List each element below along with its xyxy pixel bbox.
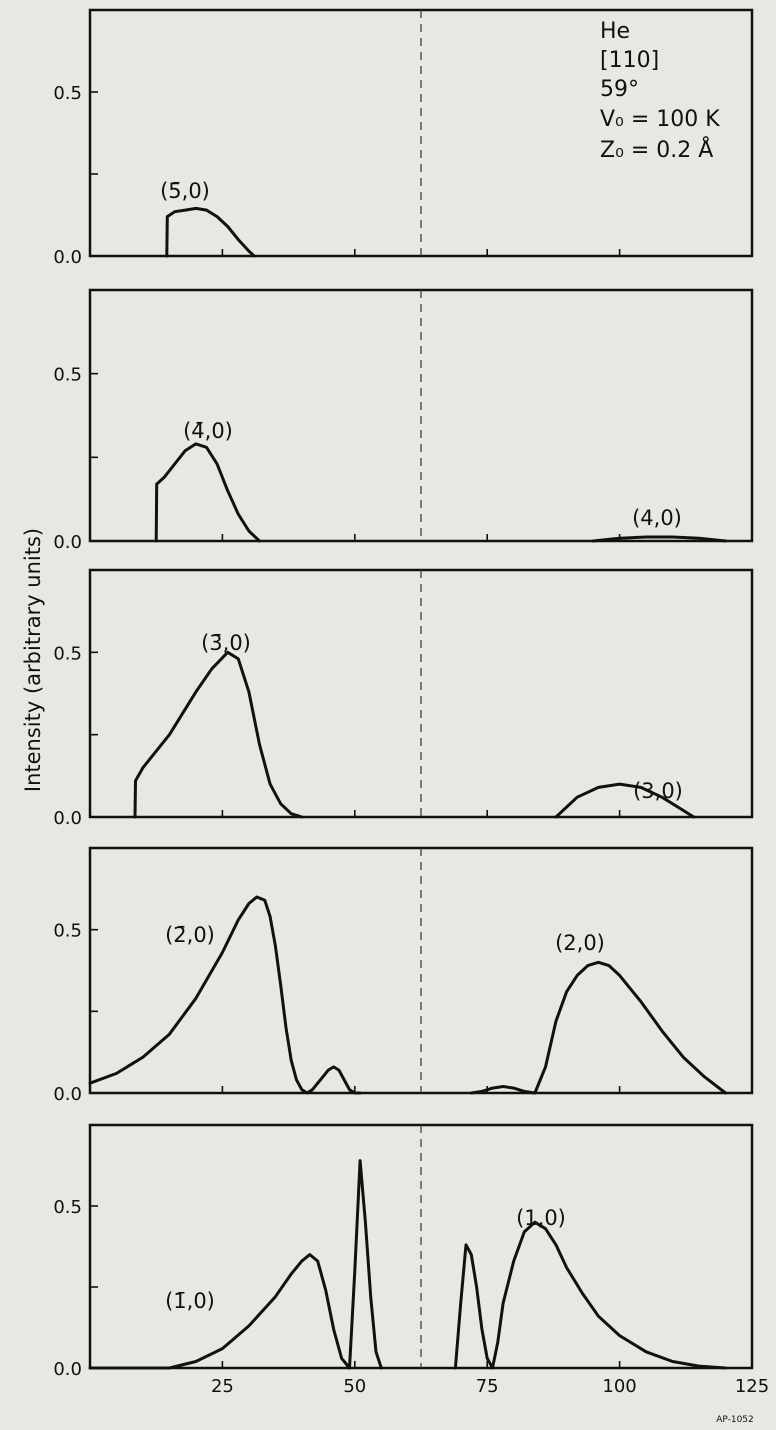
chart-panel-2: 0.5 0.0 (4̄,0) (4,0) [53, 288, 754, 553]
x-tick-label: 75 [476, 1376, 499, 1397]
series-line [133, 650, 304, 819]
y-tick-label: 0.5 [53, 1197, 82, 1218]
series-line [88, 895, 362, 1095]
x-tick-label: 100 [602, 1376, 636, 1397]
series-label: (3̄,0) [201, 631, 251, 655]
y-tick-label: 0.5 [53, 921, 82, 942]
chart-panel-3: 0.5 0.0 (3̄,0) (3,0) [53, 568, 754, 829]
series-line [554, 782, 696, 819]
series-line [88, 1159, 383, 1370]
annotation-line-z0: Z₀ = 0.2 Å [600, 136, 713, 163]
annotation-line-direction: [110] [600, 48, 659, 73]
chart-panels: 0.5 0.0 (5̄,0) 0.5 0.0 (4̄,0) (4,0) 0.5 0.0 (3̄,0… [53, 8, 769, 1397]
series-label: (4,0) [632, 506, 682, 530]
series-label: (4̄,0) [183, 419, 233, 443]
y-tick-label: 0.5 [53, 643, 82, 664]
annotation-line-gas: He [600, 19, 630, 44]
panel-frame [88, 1123, 754, 1370]
y-tick-label: 0.5 [53, 83, 82, 104]
x-tick-label: 50 [343, 1376, 366, 1397]
chart-panel-4: 0.5 0.0 (2̄,0) (2,0) [53, 846, 754, 1105]
x-tick-label: 25 [211, 1376, 234, 1397]
series-line [165, 206, 256, 258]
y-axis-label: Intensity (arbitrary units) [21, 528, 45, 792]
series-line [154, 442, 261, 543]
annotation-line-angle: 59° [600, 77, 639, 102]
chart-panel-5: 0.5 0.0 25 50 75 100 125 (1̄,0) (1,0) [53, 1123, 769, 1397]
series-line [453, 1220, 727, 1370]
series-label: (1,0) [516, 1206, 566, 1230]
footnote-code: AP-1052 [716, 1415, 754, 1425]
y-tick-label: 0.0 [53, 532, 82, 553]
chart-panel-1: 0.5 0.0 (5̄,0) [53, 8, 754, 268]
series-line [591, 535, 727, 543]
y-tick-label: 0.5 [53, 365, 82, 386]
y-tick-label: 0.0 [53, 247, 82, 268]
panel-frame [88, 846, 754, 1095]
y-tick-label: 0.0 [53, 1084, 82, 1105]
y-tick-label: 0.0 [53, 808, 82, 829]
series-label: (2,0) [555, 931, 605, 955]
series-label: (1̄,0) [165, 1289, 215, 1313]
annotation-box: He [110] 59° V₀ = 100 K Z₀ = 0.2 Å [600, 19, 720, 163]
annotation-line-v0: V₀ = 100 K [600, 107, 720, 132]
y-tick-label: 0.0 [53, 1359, 82, 1380]
series-label: (2̄,0) [165, 923, 215, 947]
panel-frame [88, 8, 754, 258]
x-tick-label: 125 [735, 1376, 769, 1397]
series-label: (5̄,0) [160, 179, 210, 203]
series-line [469, 960, 727, 1095]
series-label: (3,0) [633, 779, 683, 803]
